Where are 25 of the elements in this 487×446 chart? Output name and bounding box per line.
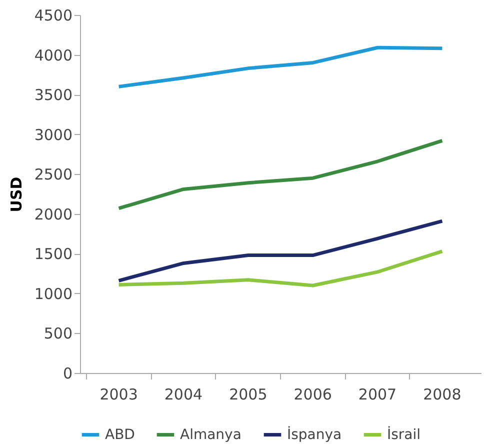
y-tick-label: 1000 <box>34 284 72 303</box>
x-tick-label: 2008 <box>423 386 462 404</box>
legend-label: ABD <box>105 426 135 443</box>
y-tick-label: 3000 <box>34 126 72 144</box>
y-axis-title: USD <box>7 176 26 212</box>
x-tick-label: 2006 <box>294 386 332 404</box>
line-series <box>117 138 444 210</box>
y-tick-label: 4000 <box>34 46 72 64</box>
y-tick-label: 2000 <box>34 205 72 224</box>
x-tick-label: 2005 <box>229 386 268 404</box>
legend-label: İsrail <box>387 426 421 443</box>
y-tick-label: 500 <box>44 324 72 343</box>
x-tick-label: 2003 <box>100 386 138 404</box>
y-tick-label: 3500 <box>34 86 72 104</box>
line-series <box>117 46 444 88</box>
x-tick-label: 2004 <box>164 386 203 404</box>
legend-label: Almanya <box>180 426 242 443</box>
x-tick-label: 2007 <box>358 386 397 404</box>
line-series <box>117 250 444 288</box>
line-series <box>117 219 444 282</box>
y-tick-label: 0 <box>62 364 72 382</box>
legend-label: İspanya <box>287 426 342 443</box>
y-tick-label: 4500 <box>34 6 72 24</box>
y-tick-label: 1500 <box>34 245 72 264</box>
y-tick-label: 2500 <box>34 166 72 184</box>
